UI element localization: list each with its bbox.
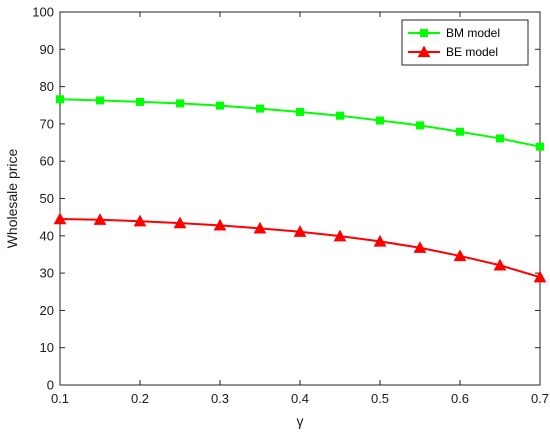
x-axis: 0.1 0.2 0.3 0.4 0.5 0.6 0.7 [51, 12, 549, 406]
x-tick-label: 0.4 [291, 391, 309, 406]
y-tick-label: 20 [40, 303, 54, 318]
data-point-be-model [133, 214, 147, 227]
x-tick-label: 0.3 [211, 391, 229, 406]
data-point-bm-model [536, 142, 544, 151]
legend-marker-be-model [417, 45, 431, 58]
y-tick-label: 30 [40, 266, 54, 281]
plot-area [59, 11, 541, 386]
y-tick-label: 70 [40, 116, 54, 131]
x-tick-label: 0.7 [531, 391, 549, 406]
y-tick-label: 0 [47, 378, 54, 393]
data-point-be-model [293, 225, 307, 237]
data-point-bm-model [496, 134, 504, 143]
data-point-be-model [173, 216, 187, 229]
data-point-bm-model [416, 121, 424, 130]
y-tick-label: 80 [40, 79, 54, 94]
y-tick-label: 50 [40, 191, 54, 206]
legend: BM model BE model [401, 19, 529, 66]
y-tick-label: 60 [40, 154, 54, 169]
data-point-bm-model [176, 99, 184, 108]
data-point-be-model [413, 241, 427, 253]
data-point-bm-model [216, 101, 224, 110]
data-point-be-model [373, 234, 387, 247]
data-point-be-model [53, 212, 67, 225]
x-tick-label: 0.1 [51, 391, 69, 406]
data-point-bm-model [296, 107, 304, 116]
data-point-be-model [213, 218, 227, 231]
data-point-be-model [453, 249, 467, 262]
series-be-model [53, 212, 547, 283]
x-axis-title: γ [297, 413, 304, 429]
data-point-bm-model [336, 111, 344, 120]
legend-label-bm-model: BM model [446, 26, 500, 40]
y-tick-label: 40 [40, 228, 54, 243]
legend-entries: BM model BE model [408, 26, 500, 59]
data-point-bm-model [376, 116, 384, 125]
data-point-be-model [253, 221, 267, 234]
x-tick-label: 0.6 [451, 391, 469, 406]
y-axis: 0 10 20 30 40 50 60 70 80 90 100 [32, 5, 540, 393]
data-point-be-model [333, 229, 347, 242]
series-layer [53, 95, 547, 283]
data-point-bm-model [456, 127, 464, 136]
x-tick-label: 0.5 [371, 391, 389, 406]
legend-label-be-model: BE model [446, 45, 498, 59]
data-point-bm-model [256, 104, 264, 113]
x-tick-label: 0.2 [131, 391, 149, 406]
data-point-bm-model [136, 97, 144, 106]
data-point-be-model [493, 258, 507, 271]
legend-box [401, 19, 529, 66]
y-tick-label: 10 [40, 340, 54, 355]
data-point-bm-model [56, 95, 64, 104]
legend-marker-bm-model [420, 29, 428, 37]
y-axis-title: Wholesale price [4, 148, 20, 248]
y-tick-label: 100 [32, 5, 54, 20]
data-point-be-model [533, 270, 547, 283]
data-point-bm-model [96, 96, 104, 105]
series-bm-model [56, 95, 544, 151]
y-tick-label: 90 [40, 42, 54, 57]
data-point-be-model [93, 213, 107, 225]
